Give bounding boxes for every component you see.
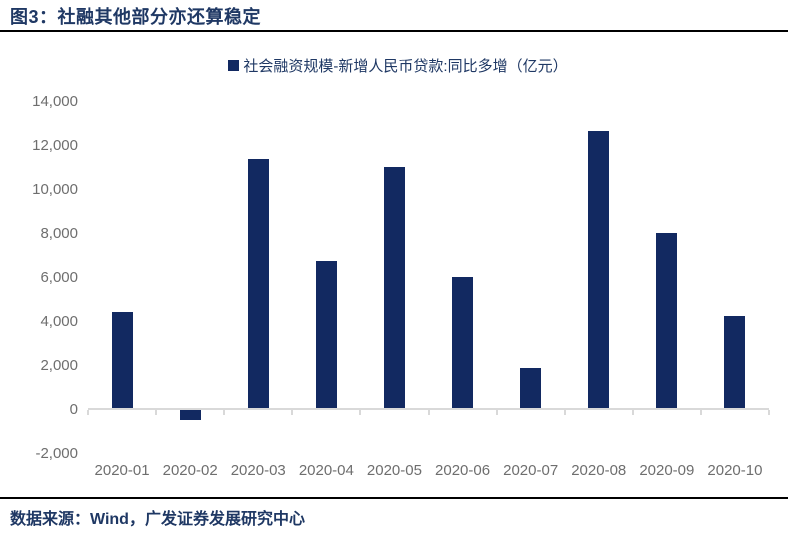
legend-series-label: 社会融资规模-新增人民币贷款:同比多增（亿元）	[243, 58, 568, 75]
x-axis-tick-mark	[87, 410, 89, 415]
y-axis-tick-label: 2,000	[40, 356, 78, 374]
y-axis-tick-label: 0	[69, 400, 78, 418]
y-axis-tick-label: 6,000	[40, 268, 78, 286]
x-axis-tick-label: 2020-07	[503, 462, 559, 479]
x-axis-tick-label: 2020-04	[298, 462, 354, 479]
x-axis-tick-mark	[495, 410, 498, 415]
figure-title: 图3：社融其他部分亦还算稳定	[10, 7, 262, 27]
data-source-note: 数据来源：Wind，广发证券发展研究中心	[10, 511, 305, 528]
bar-2020-01	[111, 312, 133, 409]
bar-2020-03	[247, 159, 269, 409]
x-axis-tick-label: 2020-01	[94, 462, 150, 479]
x-axis-tick-label: 2020-03	[230, 462, 286, 479]
x-axis-tick-mark	[359, 410, 362, 415]
x-axis-tick-label: 2020-10	[707, 462, 763, 479]
x-axis-tick-mark	[699, 410, 702, 415]
y-axis-tick-label: 12,000	[32, 136, 78, 154]
x-axis-tick-mark	[631, 410, 634, 415]
legend-swatch-icon	[228, 60, 240, 71]
bar-2020-06	[452, 277, 474, 409]
x-axis-tick-mark	[155, 410, 158, 415]
x-axis-tick-mark	[427, 410, 430, 415]
bar-2020-04	[315, 260, 337, 409]
x-axis-tick-mark	[768, 410, 770, 415]
x-axis-tick-mark	[223, 410, 226, 415]
x-axis-tick-label: 2020-02	[162, 462, 218, 479]
y-axis-tick-label: 8,000	[40, 224, 78, 242]
title-divider-rule	[0, 30, 788, 32]
chart-legend: 社会融资规模-新增人民币贷款:同比多增（亿元）	[0, 55, 796, 76]
y-axis-tick-label: 10,000	[32, 180, 78, 198]
bar-2020-08	[588, 130, 610, 409]
y-axis-tick-label: 14,000	[32, 92, 78, 110]
x-axis-baseline	[88, 408, 769, 410]
x-axis-tick-label: 2020-06	[435, 462, 491, 479]
y-axis-tick-label: -2,000	[35, 444, 78, 462]
bar-2020-07	[520, 368, 542, 409]
x-axis-tick-mark	[291, 410, 294, 415]
y-axis-tick-label: 4,000	[40, 312, 78, 330]
x-axis-tick-label: 2020-08	[571, 462, 627, 479]
bar-2020-02	[179, 409, 201, 420]
x-axis-tick-label: 2020-05	[366, 462, 422, 479]
x-axis-tick-label: 2020-09	[639, 462, 695, 479]
bar-2020-05	[383, 167, 405, 409]
x-axis-tick-mark	[563, 410, 566, 415]
bar-2020-10	[724, 315, 746, 409]
bar-2020-09	[656, 233, 678, 409]
footer-divider-rule	[0, 497, 788, 499]
